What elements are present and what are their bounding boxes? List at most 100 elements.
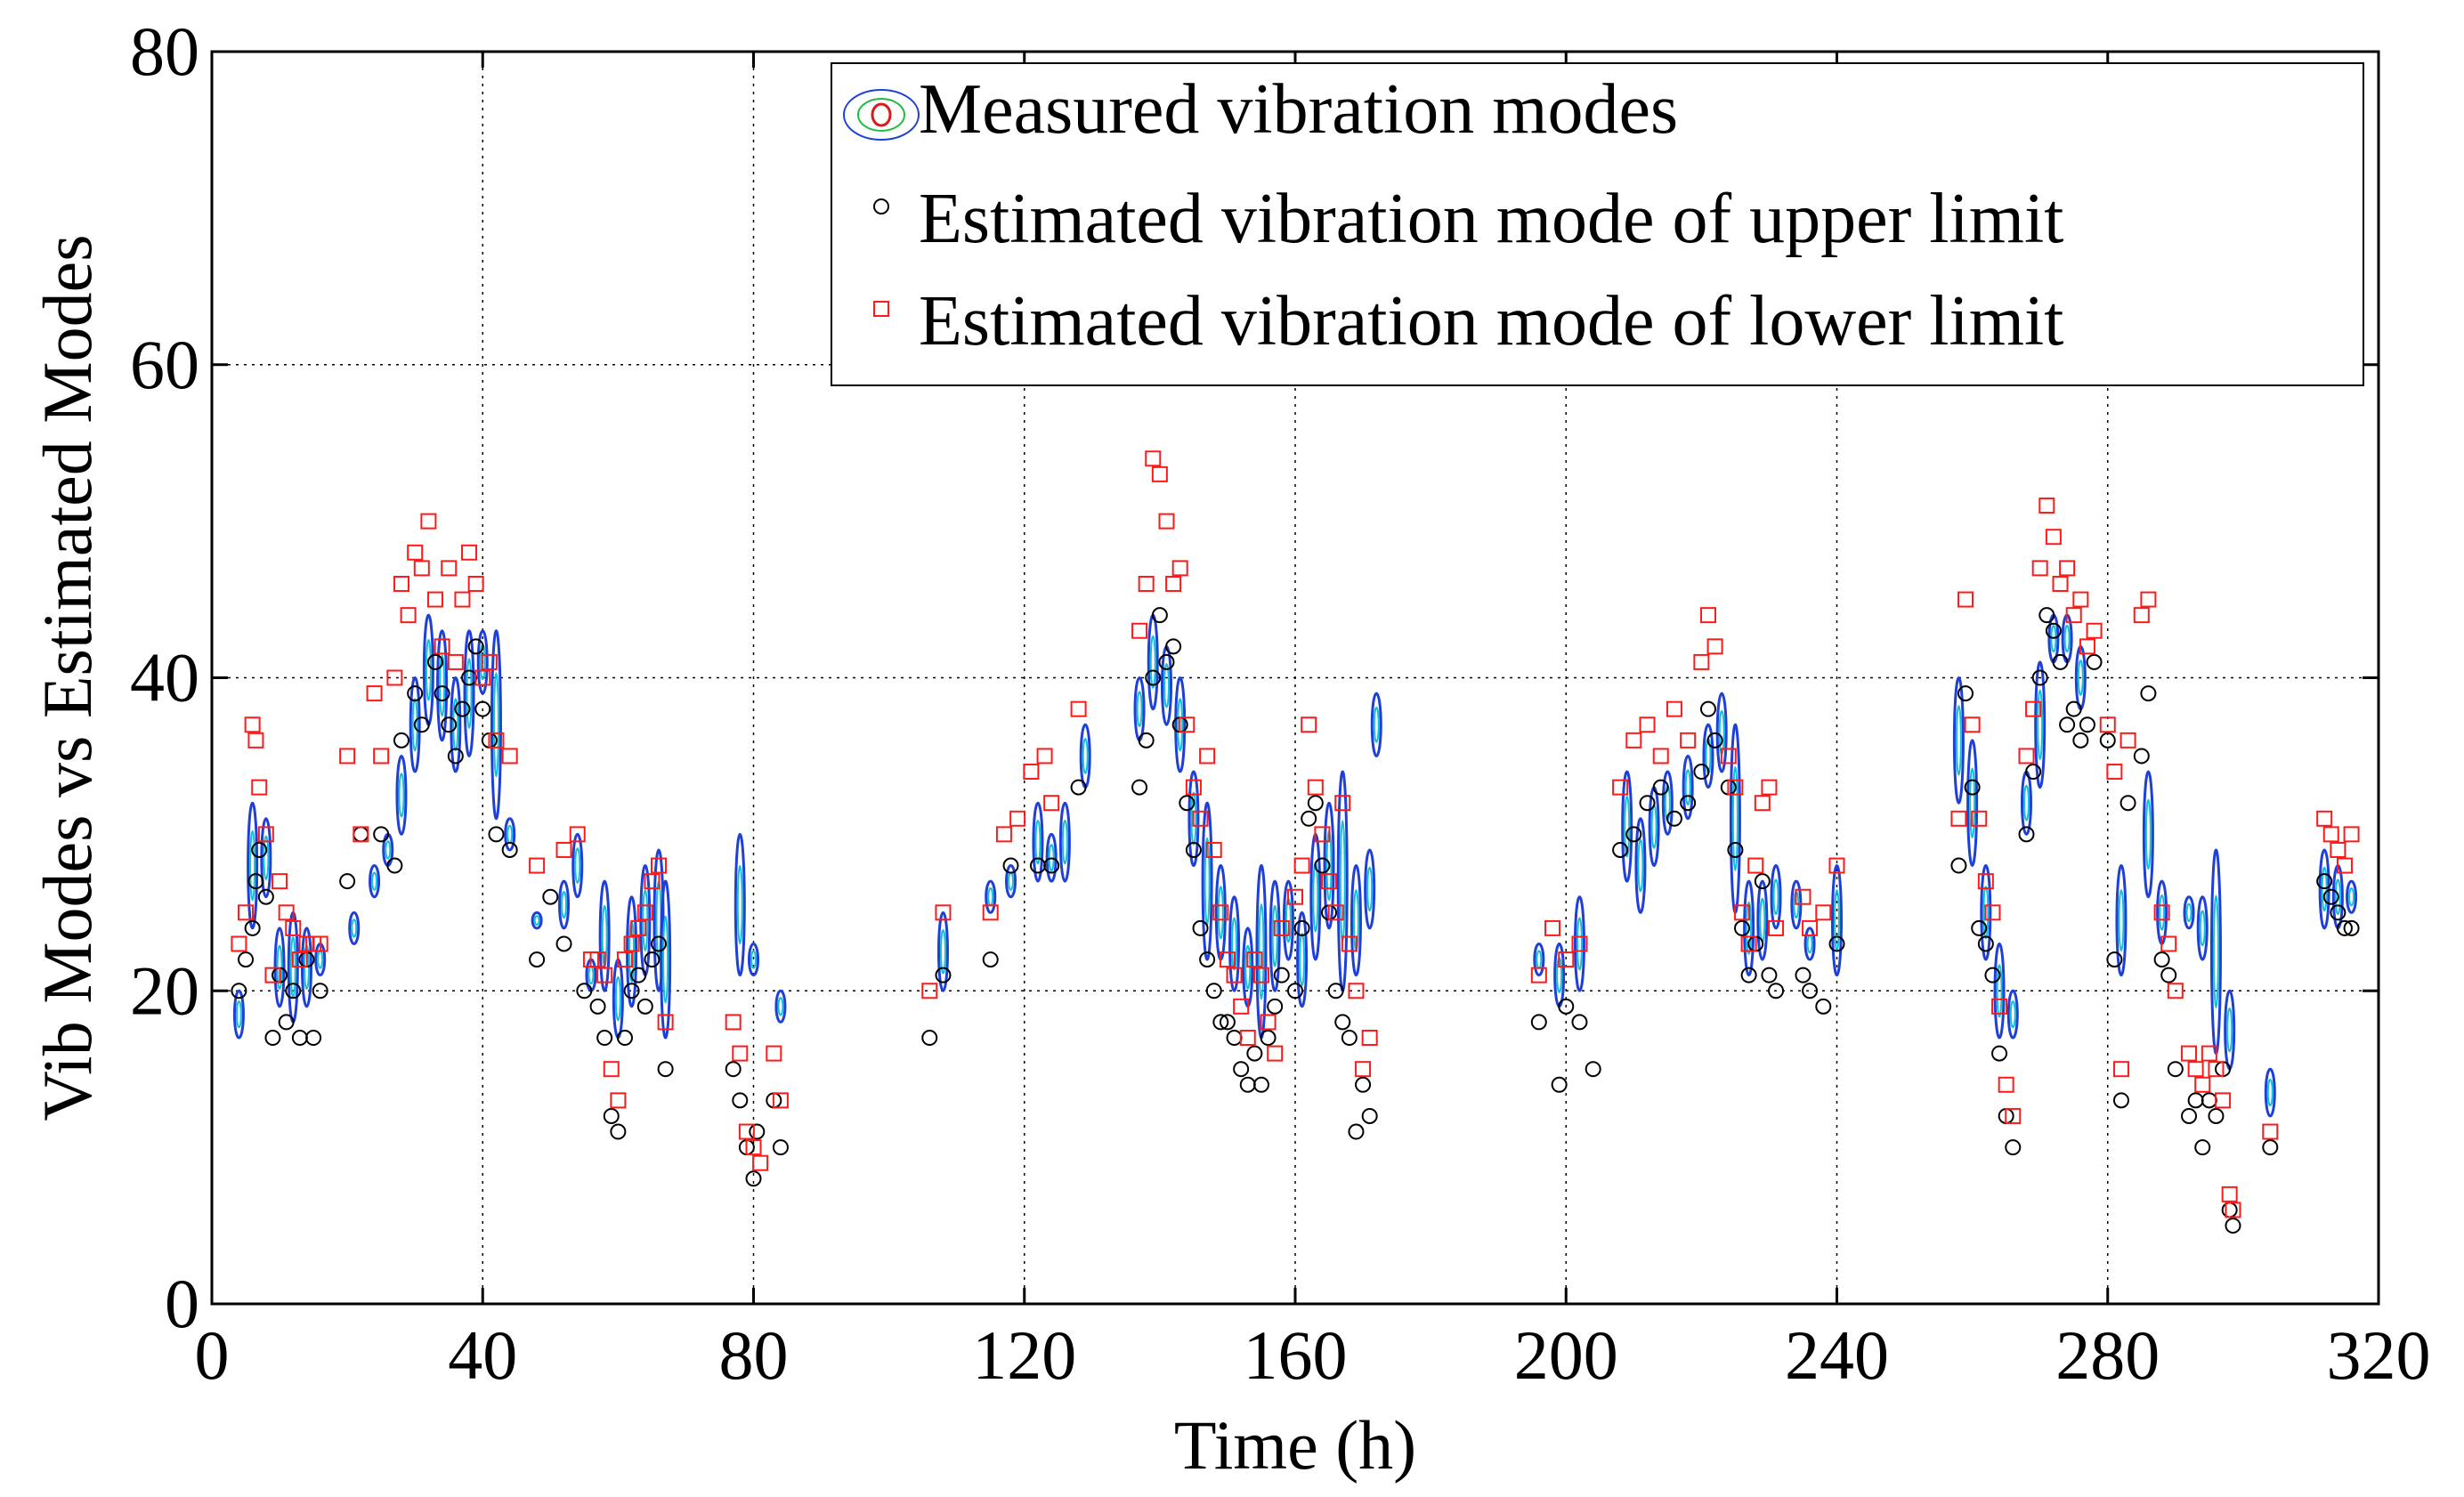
lower-limit-point [2106, 764, 2123, 781]
lower-limit-point [1036, 748, 1053, 765]
upper-limit-point [353, 826, 369, 843]
measured-mode-contour [422, 613, 434, 726]
upper-limit-point [1706, 732, 1723, 748]
lower-limit-point [2181, 1045, 2198, 1062]
upper-limit-point [542, 888, 559, 905]
upper-limit-point [1192, 919, 1209, 936]
legend-label-measured: Measured vibration modes [919, 70, 1678, 149]
measured-mode-contour [2115, 864, 2128, 977]
lower-limit-point [1747, 857, 1764, 874]
upper-limit-point [1551, 1076, 1568, 1093]
measured-mode-contour [2264, 1067, 2276, 1118]
x-tick-label: 240 [1785, 1316, 1889, 1394]
measured-mode-contour [660, 879, 672, 1040]
legend-square-marker-icon [873, 301, 889, 317]
lower-limit-point [2201, 1045, 2217, 1062]
x-tick-label: 40 [448, 1316, 517, 1394]
upper-limit-point [1307, 795, 1324, 812]
measured-mode-contour [598, 879, 611, 992]
upper-limit-point [529, 951, 546, 968]
measured-mode-contour [232, 989, 245, 1040]
upper-limit-point [1530, 1014, 1547, 1031]
lower-limit-point [353, 826, 369, 843]
upper-limit-point [2140, 685, 2157, 702]
measured-mode-contour [1364, 848, 1376, 930]
lower-limit-point [2330, 841, 2346, 858]
upper-limit-point [2330, 904, 2346, 921]
lower-limit-point [982, 904, 999, 921]
lower-limit-point [1185, 779, 1202, 796]
measured-mode-contour [2020, 770, 2032, 836]
upper-limit-point [1219, 1014, 1236, 1031]
upper-limit-point [1693, 764, 1710, 781]
lower-limit-point [725, 1014, 742, 1031]
upper-limit-point [441, 716, 458, 733]
lower-limit-point [1991, 998, 2008, 1015]
lower-limit-point [461, 544, 478, 561]
upper-limit-point [651, 935, 668, 952]
upper-limit-point [2336, 919, 2353, 936]
measured-mode-contour [2224, 989, 2236, 1071]
lower-limit-point [2120, 732, 2136, 748]
upper-limit-point [935, 967, 952, 983]
upper-limit-point [427, 653, 444, 670]
upper-limit-point [1964, 779, 1981, 796]
upper-limit-point [745, 1170, 762, 1187]
lower-limit-point [291, 951, 308, 968]
measured-mode-contour [2196, 895, 2209, 961]
lower-limit-point [529, 857, 546, 874]
lower-limit-point [1260, 1014, 1277, 1031]
upper-limit-point [2005, 1139, 2022, 1156]
lower-limit-point [272, 873, 288, 890]
lower-limit-point [1145, 450, 1162, 467]
measured-mode-contour [490, 629, 502, 821]
lower-limit-point [745, 1139, 762, 1156]
upper-limit-point [555, 935, 572, 952]
lower-limit-point [1977, 873, 1994, 890]
measured-mode-contour [2034, 660, 2047, 789]
lower-limit-point [1734, 904, 1751, 921]
lower-limit-point [244, 716, 261, 733]
series-estimated-lower-limit [231, 450, 2360, 1218]
lower-limit-point [1023, 764, 1040, 781]
lower-limit-point [2079, 638, 2095, 655]
lower-limit-point [2322, 826, 2339, 843]
y-tick-label: 20 [130, 951, 199, 1029]
upper-limit-point [373, 826, 390, 843]
lower-limit-point [2167, 983, 2184, 999]
x-tick-label: 160 [1244, 1316, 1348, 1394]
lower-limit-point [427, 591, 444, 608]
lower-limit-point [1341, 935, 1358, 952]
upper-limit-point [305, 1030, 322, 1047]
lower-limit-point [1680, 732, 1697, 748]
upper-limit-point [1768, 983, 1785, 999]
upper-limit-point [596, 1030, 613, 1047]
lower-limit-point [2025, 700, 2042, 717]
measured-mode-contour [1228, 895, 1241, 992]
lower-limit-point [1558, 951, 1575, 968]
upper-limit-point [1828, 935, 1845, 952]
upper-limit-point [238, 951, 255, 968]
measured-mode-contour [2209, 848, 2222, 1056]
lower-limit-point [1293, 857, 1310, 874]
measured-mode-contour [2142, 770, 2154, 899]
lower-limit-point [2065, 607, 2082, 624]
upper-limit-point [467, 638, 484, 655]
lower-limit-point [1815, 904, 1832, 921]
lower-limit-point [651, 857, 668, 874]
upper-limit-point [1246, 1045, 1263, 1062]
upper-limit-point [2221, 1202, 2238, 1218]
lower-limit-point [2221, 1185, 2238, 1202]
measured-mode-contour [463, 629, 475, 757]
legend-label-upper-limit: Estimated vibration mode of upper limit [919, 180, 2063, 258]
lower-limit-point [2072, 591, 2089, 608]
upper-limit-point [407, 685, 424, 702]
measured-mode-contour [1079, 723, 1091, 789]
lower-limit-point [373, 748, 390, 765]
lower-limit-point [441, 560, 458, 577]
upper-limit-point [1639, 795, 1656, 812]
lower-limit-point [447, 653, 464, 670]
upper-limit-point [2225, 1218, 2241, 1234]
lower-limit-point [1998, 1076, 2014, 1093]
measured-mode-contour [450, 676, 462, 773]
